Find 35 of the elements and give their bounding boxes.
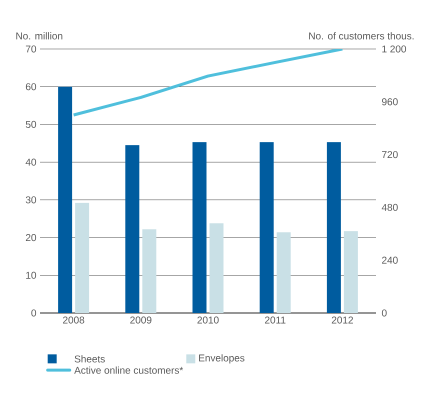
y2-axis-title: No. of customers thous. bbox=[309, 32, 414, 40]
x-tick-label: 2012 bbox=[332, 316, 353, 324]
y2-tick-label: 720 bbox=[382, 151, 398, 158]
y-tick-label: 30 bbox=[26, 196, 36, 204]
legend-label: Envelopes bbox=[199, 354, 244, 364]
legend-label: Active online customers* bbox=[74, 366, 184, 374]
line-series bbox=[72, 49, 344, 116]
bar bbox=[326, 142, 341, 313]
bar bbox=[192, 142, 206, 313]
y-tick-label: 0 bbox=[31, 309, 36, 317]
y-tick-label: 40 bbox=[26, 158, 36, 166]
x-tick-label: 2010 bbox=[197, 316, 219, 324]
x-tick-label: 2011 bbox=[264, 316, 286, 324]
bar bbox=[58, 86, 72, 313]
bar bbox=[210, 223, 224, 313]
bar bbox=[125, 145, 140, 313]
bar bbox=[276, 232, 291, 313]
y2-tick-label: 1 200 bbox=[382, 45, 406, 53]
y-tick-label: 70 bbox=[26, 45, 36, 53]
x-tick-label: 2009 bbox=[130, 316, 152, 324]
y2-tick-label: 0 bbox=[382, 309, 387, 317]
bar bbox=[142, 229, 156, 313]
bar bbox=[260, 142, 274, 313]
y2-tick-label: 240 bbox=[382, 256, 398, 264]
legend-label: Sheets bbox=[74, 355, 105, 362]
y-tick-label: 20 bbox=[26, 234, 36, 242]
y-tick-label: 10 bbox=[26, 272, 36, 279]
x-tick-label: 2008 bbox=[63, 316, 84, 324]
bar bbox=[75, 202, 90, 313]
y-tick-label: 60 bbox=[26, 83, 36, 90]
y-axis-title: No. million bbox=[16, 32, 62, 40]
bar bbox=[344, 231, 358, 313]
y2-tick-label: 480 bbox=[382, 204, 398, 211]
y-tick-label: 50 bbox=[26, 120, 36, 128]
y2-tick-label: 960 bbox=[382, 98, 398, 106]
